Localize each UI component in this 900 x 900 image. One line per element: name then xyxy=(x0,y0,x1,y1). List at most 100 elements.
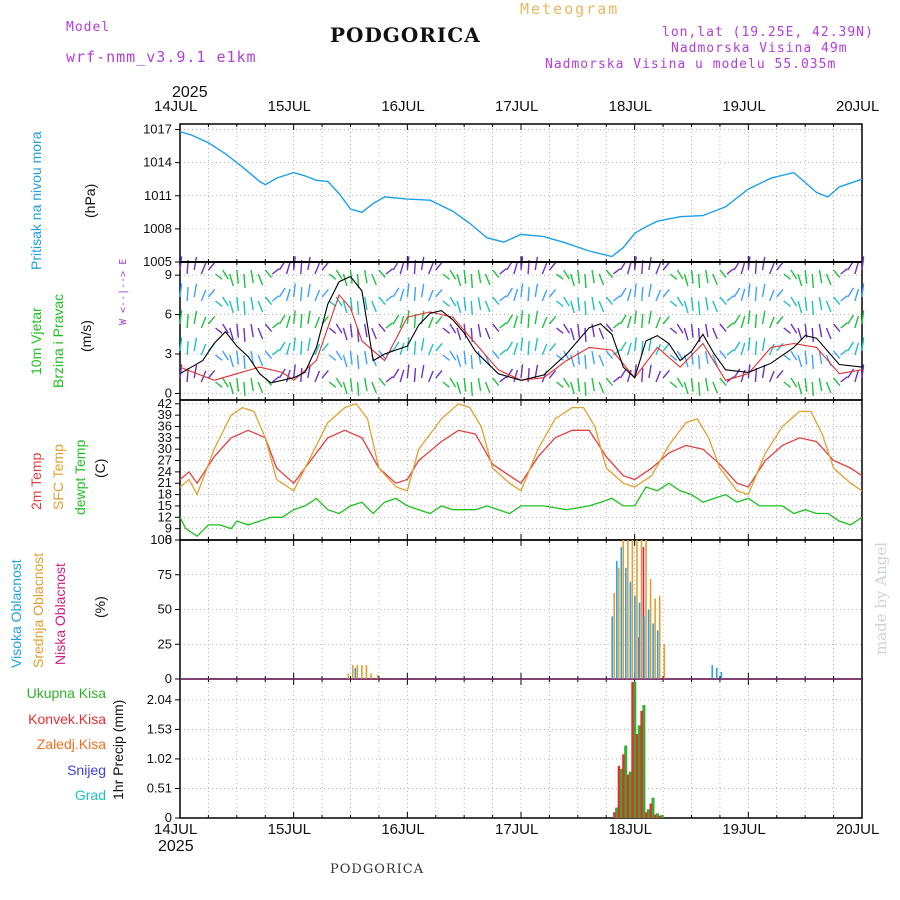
wind-arrow xyxy=(406,256,410,271)
wind-arrow xyxy=(818,350,823,365)
wind-arrow xyxy=(349,323,353,338)
wind-arrow xyxy=(314,316,321,329)
wind-arrow xyxy=(215,327,223,334)
wind-arrow xyxy=(683,273,689,287)
wind-arrow xyxy=(570,381,575,395)
wind-arrow xyxy=(712,381,718,394)
wind-arrow xyxy=(236,350,240,365)
y-tick-label: 18 xyxy=(158,487,172,502)
y-tick-label: 100 xyxy=(150,532,172,547)
wind-arrow xyxy=(541,316,548,329)
y-tick-label: 39 xyxy=(158,407,172,422)
wind-arrow xyxy=(356,273,360,288)
wind-arrow xyxy=(492,269,500,279)
wind-arrow xyxy=(697,381,701,396)
wind-arrow xyxy=(797,381,803,395)
wind-arrow xyxy=(740,315,746,329)
wind-arrow xyxy=(456,327,462,341)
wind-arrow xyxy=(264,323,273,333)
wind-arrow xyxy=(818,323,823,338)
wind-arrow xyxy=(612,322,621,329)
wind-arrow xyxy=(697,273,701,288)
date-label: 19JUL xyxy=(722,98,766,115)
wind-arrow xyxy=(271,349,280,356)
wind-arrow xyxy=(399,288,405,302)
wind-arrow xyxy=(563,323,570,334)
wind-arrow xyxy=(321,261,329,271)
wind-arrow xyxy=(591,350,595,365)
wind-arrow xyxy=(768,316,775,329)
y-tick-label: 30 xyxy=(158,441,172,456)
date-label: 17JUL xyxy=(495,821,539,838)
wind-arrow xyxy=(655,370,662,383)
cloud-bar-mid xyxy=(370,673,372,679)
wind-arrow xyxy=(790,269,798,280)
wind-arrow xyxy=(697,354,701,369)
precip-bar-total xyxy=(628,771,632,818)
wind-arrow xyxy=(633,337,637,352)
precip-bar-conv xyxy=(644,812,648,818)
cloud-bar-high xyxy=(656,630,659,679)
wind-arrow xyxy=(449,269,457,280)
wind-arrow xyxy=(747,337,751,352)
wind-arrow xyxy=(435,342,443,352)
wind-arrow xyxy=(392,314,400,325)
wind-arrow xyxy=(669,273,678,280)
wind-arrow xyxy=(747,256,751,271)
wind-arrow xyxy=(598,354,605,367)
wind-arrow xyxy=(356,354,360,369)
wind-arrow xyxy=(427,316,434,329)
wind-arrow xyxy=(669,354,678,361)
y-tick-label: 50 xyxy=(158,602,172,617)
wind-arrow xyxy=(783,300,791,307)
wind-arrow xyxy=(499,268,507,275)
wind-arrow xyxy=(740,261,746,275)
wind-arrow xyxy=(278,341,286,352)
wind-arrow xyxy=(548,315,557,325)
wind-arrow xyxy=(427,343,434,356)
wind-arrow xyxy=(847,314,855,325)
wind-arrow xyxy=(712,300,718,313)
wind-arrow xyxy=(577,377,581,392)
footer-title: PODGORICA xyxy=(330,862,425,877)
wind-arrow xyxy=(442,327,450,334)
wind-arrow xyxy=(790,323,798,334)
wind-arrow xyxy=(840,349,848,356)
wind-arrow xyxy=(783,354,791,361)
wind-arrow xyxy=(484,300,491,313)
wind-arrow xyxy=(243,300,246,315)
legend-snow: Snijeg xyxy=(67,762,106,778)
wind-arrow xyxy=(264,269,273,279)
wind-arrow xyxy=(783,381,791,388)
date-label: 18JUL xyxy=(608,98,653,115)
wind-arrow xyxy=(442,273,450,280)
wind-arrow xyxy=(335,377,343,388)
wind-arrow xyxy=(399,342,405,356)
wind-arrow xyxy=(584,381,587,396)
wind-arrow xyxy=(705,377,709,392)
year-top: 2025 xyxy=(172,84,208,101)
wind-arrow xyxy=(243,273,246,288)
wind-arrow xyxy=(371,273,377,286)
wind-arrow xyxy=(662,288,670,298)
wind-arrow xyxy=(364,323,368,338)
wind-arrow xyxy=(427,262,434,275)
wind-arrow xyxy=(250,269,254,284)
temp-line-0 xyxy=(179,429,863,488)
wind-arrow xyxy=(470,273,473,288)
wind-arrow xyxy=(612,349,621,356)
date-label: 15JUL xyxy=(267,821,312,838)
wind-arrow xyxy=(463,377,467,392)
wind-arrow xyxy=(726,268,735,275)
wind-arrow xyxy=(548,288,557,298)
wind-arrow xyxy=(307,310,311,325)
y-tick-label: 1008 xyxy=(143,221,172,236)
cloud-bar-mid xyxy=(376,674,379,679)
precip-bar-total xyxy=(651,797,655,818)
wind-arrow xyxy=(818,296,823,311)
wind-arrow xyxy=(776,261,784,271)
wind-arrow xyxy=(342,273,348,287)
wind-arrow xyxy=(477,296,482,311)
precip-bar-conv xyxy=(631,681,634,818)
wind-arrow xyxy=(250,323,254,338)
